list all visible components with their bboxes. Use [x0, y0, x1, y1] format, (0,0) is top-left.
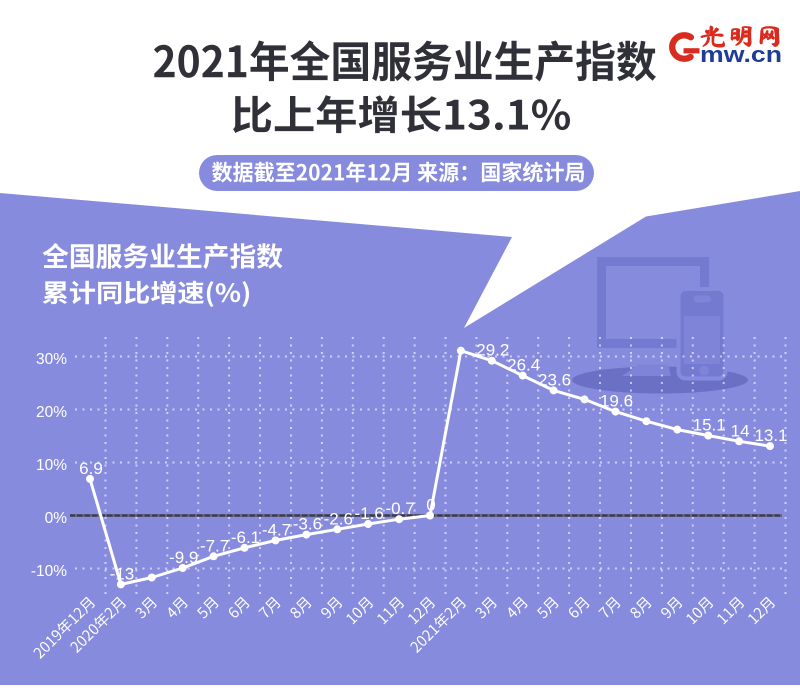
svg-text:20%: 20% [36, 404, 67, 421]
svg-text:0%: 0% [45, 510, 68, 527]
svg-text:15.1: 15.1 [693, 416, 726, 435]
svg-text:6.9: 6.9 [79, 459, 103, 478]
svg-text:13.1: 13.1 [754, 426, 787, 445]
svg-text:-3.6: -3.6 [293, 515, 322, 534]
svg-text:29.2: 29.2 [476, 341, 509, 360]
svg-text:-4.7: -4.7 [262, 520, 291, 539]
svg-text:-1.6: -1.6 [355, 504, 384, 523]
svg-text:19.6: 19.6 [600, 392, 633, 411]
svg-text:-10%: -10% [31, 563, 67, 580]
svg-text:-13: -13 [110, 564, 135, 583]
svg-text:14: 14 [731, 421, 750, 440]
svg-text:30%: 30% [36, 351, 67, 368]
svg-text:0: 0 [426, 496, 435, 515]
svg-text:mw.cn: mw.cn [700, 42, 782, 67]
svg-text:10%: 10% [36, 457, 67, 474]
svg-text:-2.6: -2.6 [324, 509, 353, 528]
svg-text:-0.7: -0.7 [385, 499, 414, 518]
svg-text:26.4: 26.4 [507, 356, 540, 375]
svg-text:-7.7: -7.7 [200, 536, 229, 555]
svg-text:-6.1: -6.1 [231, 528, 260, 547]
svg-text:-9.9: -9.9 [169, 548, 198, 567]
svg-text:23.6: 23.6 [538, 370, 571, 389]
